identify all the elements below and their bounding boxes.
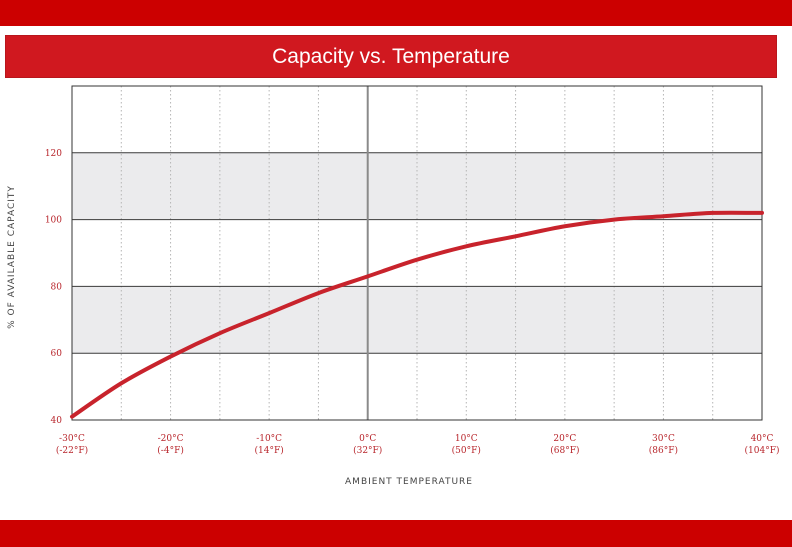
x-tick-label-celsius: -10°C [256,434,282,444]
y-axis-title: % OF AVAILABLE CAPACITY [7,185,17,329]
top-red-band [0,0,792,26]
chart-title: Capacity vs. Temperature [5,35,777,78]
x-tick-label-celsius: 30°C [652,434,675,444]
x-tick-label-fahrenheit: (14°F) [255,445,284,456]
x-tick-label-celsius: -30°C [59,434,85,444]
x-tick-label-fahrenheit: (104°F) [745,445,780,456]
bottom-red-band [0,520,792,547]
x-tick-label-celsius: 10°C [455,434,478,444]
x-tick-label-fahrenheit: (50°F) [452,445,481,456]
y-tick-label: 120 [45,149,62,159]
x-tick-label-celsius: -20°C [158,434,184,444]
x-tick-label-fahrenheit: (86°F) [649,445,678,456]
capacity-curve [70,210,764,419]
x-tick-label-fahrenheit: (-4°F) [157,445,184,456]
chart: 40 60 80 100 120 -30°C(-22°F) -20°C(-4°F) -10°C… [7,85,780,487]
plot-frame [71,85,763,421]
x-tick-label-celsius: 20°C [553,434,576,444]
x-tick-label-fahrenheit: (68°F) [550,445,579,456]
x-tick-label-celsius: 40°C [751,434,774,444]
x-tick-label-celsius: 0°C [359,434,376,444]
y-tick-label: 60 [51,349,63,359]
y-tick-label: 80 [51,282,63,292]
x-tick-label-fahrenheit: (32°F) [353,445,382,456]
x-axis-title: AMBIENT TEMPERATURE [345,477,473,487]
y-tick-label: 40 [51,416,63,426]
y-tick-label: 100 [45,216,62,226]
x-tick-label-fahrenheit: (-22°F) [56,445,88,456]
